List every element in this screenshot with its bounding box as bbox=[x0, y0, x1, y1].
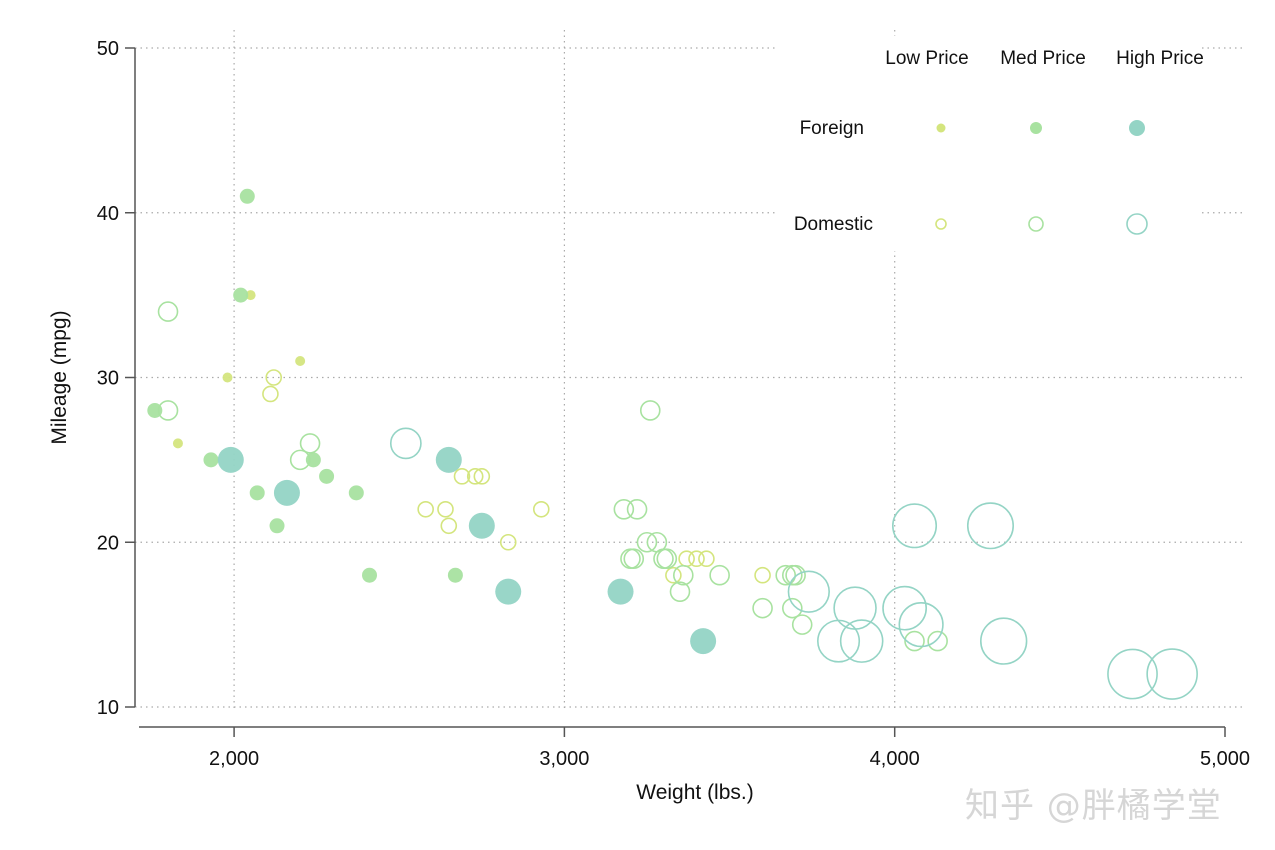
domestic-high-point bbox=[817, 619, 861, 663]
foreign-med-point bbox=[233, 287, 249, 303]
domestic-high-point bbox=[891, 503, 938, 549]
y-axis-title: Mileage (mpg) bbox=[48, 310, 71, 444]
domestic-low-point bbox=[265, 369, 283, 386]
domestic-low-point bbox=[688, 550, 705, 568]
domestic-low-point bbox=[698, 550, 715, 568]
x-tick-label: 3,000 bbox=[539, 748, 589, 770]
domestic-high-point bbox=[980, 617, 1028, 665]
data-points bbox=[147, 188, 1198, 700]
domestic-med-point bbox=[709, 564, 730, 586]
domestic-low-point bbox=[473, 468, 491, 485]
foreign-med-point bbox=[362, 567, 378, 583]
domestic-high-point bbox=[833, 586, 877, 630]
domestic-med-point bbox=[157, 400, 179, 421]
foreign-med-point bbox=[249, 485, 265, 501]
foreign-med-point bbox=[269, 518, 285, 534]
domestic-high-point bbox=[898, 602, 944, 648]
foreign-low-point bbox=[172, 438, 183, 449]
legend: Low Price Med Price High Price Foreign Domes… bbox=[778, 36, 1204, 251]
foreign-med-point bbox=[203, 452, 219, 468]
domestic-high-point bbox=[839, 619, 884, 663]
axes: 10 20 30 40 50 2,000 3,000 4,000 5,000 bbox=[97, 38, 1250, 770]
domestic-low-point bbox=[262, 385, 279, 403]
domestic-low-point bbox=[754, 566, 771, 584]
foreign-high-point bbox=[495, 578, 522, 605]
domestic-med-point bbox=[904, 630, 925, 652]
domestic-med-point bbox=[636, 531, 658, 553]
domestic-med-point bbox=[289, 449, 311, 471]
foreign-med-point bbox=[319, 468, 335, 484]
foreign-med-point bbox=[447, 567, 463, 583]
domestic-med-point bbox=[299, 433, 321, 454]
legend-marker-foreign-med bbox=[1030, 122, 1042, 134]
legend-marker-foreign-high bbox=[1129, 120, 1145, 136]
foreign-high-point bbox=[217, 446, 244, 473]
foreign-high-point bbox=[435, 446, 462, 473]
domestic-med-point bbox=[613, 498, 635, 520]
domestic-med-point bbox=[626, 498, 648, 520]
x-tick-label: 4,000 bbox=[870, 748, 920, 770]
domestic-med-point bbox=[791, 614, 813, 635]
y-tick-label: 10 bbox=[97, 697, 119, 719]
domestic-med-point bbox=[785, 564, 806, 586]
domestic-med-point bbox=[157, 301, 179, 322]
foreign-high-point bbox=[690, 628, 717, 655]
domestic-low-point bbox=[440, 517, 458, 535]
legend-row-label: Foreign bbox=[800, 118, 864, 139]
legend-marker-domestic-high bbox=[1126, 213, 1148, 235]
domestic-high-point bbox=[787, 570, 830, 613]
domestic-med-point bbox=[782, 597, 803, 619]
legend-marker-domestic-med bbox=[1028, 216, 1044, 232]
x-tick-label: 5,000 bbox=[1200, 748, 1250, 770]
domestic-low-point bbox=[437, 500, 454, 518]
domestic-high-point bbox=[966, 502, 1015, 550]
domestic-med-point bbox=[669, 581, 691, 602]
foreign-low-point bbox=[245, 290, 256, 301]
watermark: 知乎 @胖橘学堂 bbox=[965, 786, 1222, 826]
domestic-med-point bbox=[656, 548, 678, 570]
foreign-low-point bbox=[295, 356, 306, 367]
x-tick-label: 2,000 bbox=[209, 748, 259, 770]
y-tick-label: 30 bbox=[97, 368, 119, 390]
domestic-low-point bbox=[665, 566, 682, 584]
domestic-high-point bbox=[1146, 648, 1198, 700]
foreign-high-point bbox=[607, 578, 634, 605]
domestic-low-point bbox=[417, 500, 434, 518]
foreign-high-point bbox=[273, 479, 300, 506]
domestic-med-point bbox=[775, 564, 796, 586]
foreign-med-point bbox=[348, 485, 364, 501]
domestic-med-point bbox=[639, 400, 661, 421]
foreign-med-point bbox=[239, 188, 255, 204]
y-tick-label: 20 bbox=[97, 532, 119, 554]
legend-column-label: Low Price bbox=[885, 48, 968, 69]
legend-column-label: Med Price bbox=[1000, 48, 1086, 69]
domestic-high-point bbox=[882, 585, 928, 631]
foreign-low-point bbox=[222, 372, 233, 383]
x-axis-title: Weight (lbs.) bbox=[636, 781, 753, 804]
foreign-high-point bbox=[468, 512, 495, 539]
legend-marker-domestic-low bbox=[935, 218, 947, 230]
domestic-low-point bbox=[499, 533, 517, 551]
domestic-med-point bbox=[673, 564, 694, 586]
y-tick-label: 50 bbox=[97, 38, 119, 60]
legend-row-label: Domestic bbox=[794, 214, 873, 235]
domestic-low-point bbox=[453, 468, 471, 485]
domestic-high-point bbox=[389, 427, 422, 460]
domestic-low-point bbox=[466, 468, 484, 485]
y-tick-label: 40 bbox=[97, 203, 119, 225]
legend-marker-foreign-low bbox=[936, 123, 946, 133]
domestic-low-point bbox=[532, 500, 550, 518]
domestic-med-point bbox=[752, 597, 773, 619]
domestic-high-point bbox=[1107, 648, 1158, 700]
domestic-med-point bbox=[623, 548, 645, 570]
legend-column-label: High Price bbox=[1116, 48, 1204, 69]
domestic-med-point bbox=[927, 630, 948, 652]
